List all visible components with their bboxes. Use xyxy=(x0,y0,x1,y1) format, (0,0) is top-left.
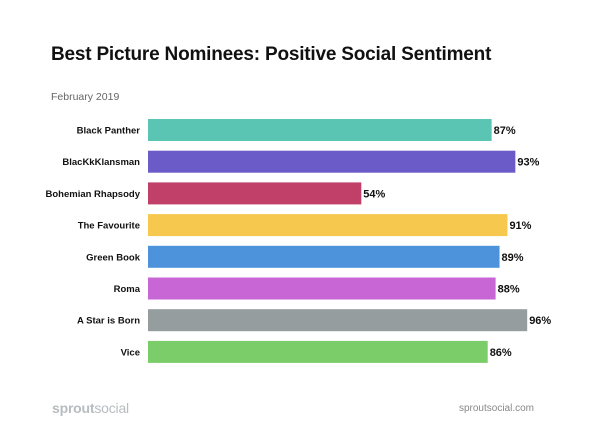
value-label: 86% xyxy=(490,347,512,359)
bar xyxy=(148,150,516,173)
category-label: Vice xyxy=(121,347,140,358)
category-label: Black Panther xyxy=(77,126,141,137)
category-label: BlacKkKlansman xyxy=(62,157,140,168)
category-label: Bohemian Rhapsody xyxy=(46,189,141,200)
value-label: 96% xyxy=(529,315,551,327)
value-label: 89% xyxy=(502,252,524,264)
category-label: The Favourite xyxy=(78,221,140,232)
bar xyxy=(148,309,528,332)
brand-logo-part-1: sprout xyxy=(52,400,95,416)
value-label: 93% xyxy=(517,157,539,169)
bar xyxy=(148,245,500,268)
category-label: Roma xyxy=(114,284,141,295)
value-label: 87% xyxy=(494,125,516,137)
site-url: sproutsocial.com xyxy=(458,403,534,414)
chart-subtitle: February 2019 xyxy=(51,91,120,103)
bar xyxy=(148,182,362,205)
bar xyxy=(148,119,492,141)
category-label: Green Book xyxy=(86,252,141,263)
value-label: 54% xyxy=(363,188,385,200)
value-label: 91% xyxy=(509,220,531,232)
bar xyxy=(148,214,508,237)
value-label: 88% xyxy=(498,284,520,296)
chart-title: Best Picture Nominees: Positive Social S… xyxy=(51,44,492,65)
brand-logo: sproutsocial xyxy=(52,400,129,416)
category-label: A Star is Born xyxy=(77,316,140,327)
bar xyxy=(148,277,496,300)
bar xyxy=(148,340,488,363)
brand-logo-part-2: social xyxy=(94,400,129,416)
